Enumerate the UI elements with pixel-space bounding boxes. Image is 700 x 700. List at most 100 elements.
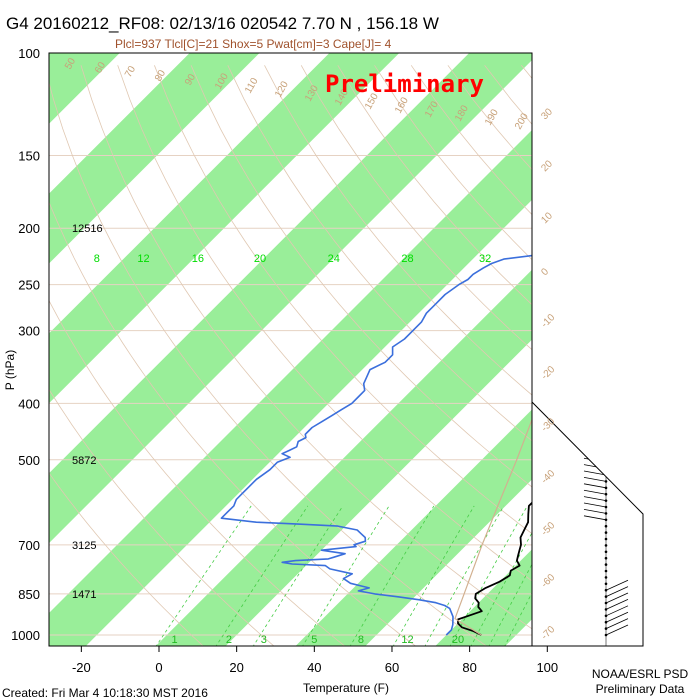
y-tick-label: 200: [18, 221, 40, 236]
wind-point: [604, 172, 608, 176]
x-tick-label: -20: [72, 660, 91, 675]
wind-barb: [583, 189, 607, 194]
wind-point: [604, 160, 608, 163]
wind-point: [604, 204, 608, 208]
wind-point: [604, 236, 608, 240]
wind-point: [604, 582, 608, 586]
wind-barb: [583, 246, 607, 252]
isotherm-band: [49, 53, 532, 544]
wind-point: [604, 108, 608, 112]
dry-adiabat-line: [227, 65, 532, 442]
wind-barb: [583, 227, 607, 233]
wind-barb: [583, 400, 607, 406]
wind-barb: [605, 599, 629, 610]
isotherm-label: -20: [539, 364, 557, 382]
wind-point: [604, 243, 608, 246]
wind-point: [604, 224, 608, 227]
y-tick-label: 850: [18, 587, 40, 602]
wind-barb: [583, 144, 607, 150]
wind-barb: [605, 618, 629, 629]
wind-barb: [583, 419, 607, 425]
wind-point: [604, 428, 608, 432]
wind-barb: [583, 259, 607, 265]
wind-point: [604, 537, 608, 541]
wind-point: [604, 416, 608, 419]
x-tick-label: 20: [229, 660, 243, 675]
wind-point: [604, 211, 608, 214]
dry-adiabat-line: [337, 65, 532, 306]
dry-adiabat-line: [595, 65, 700, 647]
mixing-ratio-line: [252, 505, 344, 646]
wind-barb: [583, 201, 607, 207]
wind-barb: [605, 586, 629, 597]
isotherm-label: -10: [539, 312, 557, 330]
y-tick-label: 1000: [11, 628, 40, 643]
wind-point: [604, 128, 608, 131]
mixing-ratio-label: 8: [358, 634, 364, 646]
height-label: 5872: [72, 455, 96, 467]
mixing-ratio-line: [449, 505, 528, 646]
wind-point: [604, 140, 608, 144]
dry-adiabat-line: [154, 65, 532, 535]
wind-barb: [583, 451, 607, 457]
temperature-trace: [457, 501, 532, 636]
wind-barb: [583, 496, 607, 502]
wind-point: [604, 332, 608, 336]
wind-point: [604, 544, 608, 547]
wind-point: [604, 230, 608, 234]
wind-point: [604, 524, 608, 528]
wind-point: [604, 377, 608, 381]
wind-point: [604, 192, 608, 195]
wind-point: [604, 441, 608, 445]
mixing-ratio-label: 24: [328, 253, 340, 265]
dry-adiabat-line: [49, 472, 204, 646]
wind-barb: [583, 374, 607, 380]
wind-point: [604, 435, 608, 438]
wind-point: [604, 313, 608, 317]
wind-barb: [583, 157, 607, 162]
wind-point: [604, 166, 608, 170]
wind-barb: [583, 342, 607, 348]
wind-point: [604, 371, 608, 374]
chart-subtitle: Plcl=937 Tlcl[C]=21 Shox=5 Pwat[cm]=3 Ca…: [115, 37, 392, 51]
wind-barb: [605, 605, 629, 617]
wind-barb: [605, 592, 629, 604]
wind-barb: [583, 176, 607, 182]
wind-point: [604, 102, 608, 106]
mixing-ratio-label: 2: [226, 634, 232, 646]
wind-barb: [583, 349, 607, 354]
dry-adiabat-line: [558, 65, 700, 647]
isotherm-label: 10: [539, 210, 555, 226]
wind-barb: [583, 208, 607, 214]
isotherm-label: 30: [539, 106, 555, 122]
y-tick-label: 400: [18, 396, 40, 411]
wind-point: [604, 262, 608, 266]
mixing-ratio-line: [470, 531, 532, 646]
wind-barb: [583, 285, 607, 290]
mixing-ratio-label: 32: [479, 253, 491, 265]
wind-point: [604, 256, 608, 259]
footer-created: Created: Fri Mar 4 10:18:30 MST 2016: [2, 686, 208, 700]
wind-barb: [583, 214, 607, 220]
wind-point: [604, 281, 608, 285]
wind-point: [604, 185, 608, 189]
plot-labels: -20 0 20 40 60 80 1001001502002503004005007008…: [11, 46, 558, 675]
mixing-ratio-lines: [155, 505, 532, 646]
wind-barb: [583, 393, 607, 399]
mixing-ratio-label: 1: [171, 634, 177, 646]
x-tick-label: 100: [536, 660, 558, 675]
wind-barb: [583, 291, 607, 297]
isotherm-label: -70: [539, 624, 557, 642]
wind-point: [604, 550, 608, 554]
wind-barb: [583, 457, 607, 463]
dry-adiabat-line: [631, 65, 700, 647]
x-tick-label: 60: [385, 660, 399, 675]
chart-title: G4 20160212_RF08: 02/13/16 020542 7.70 N…: [6, 14, 439, 33]
isotherm-band: [49, 53, 400, 404]
footer-note: Preliminary Data: [596, 682, 685, 696]
wind-barb: [583, 310, 607, 316]
virtual-temperature-trace: [576, 362, 587, 377]
isotherm-label: -40: [539, 468, 557, 486]
wind-point: [604, 249, 608, 253]
wind-point: [604, 268, 608, 272]
